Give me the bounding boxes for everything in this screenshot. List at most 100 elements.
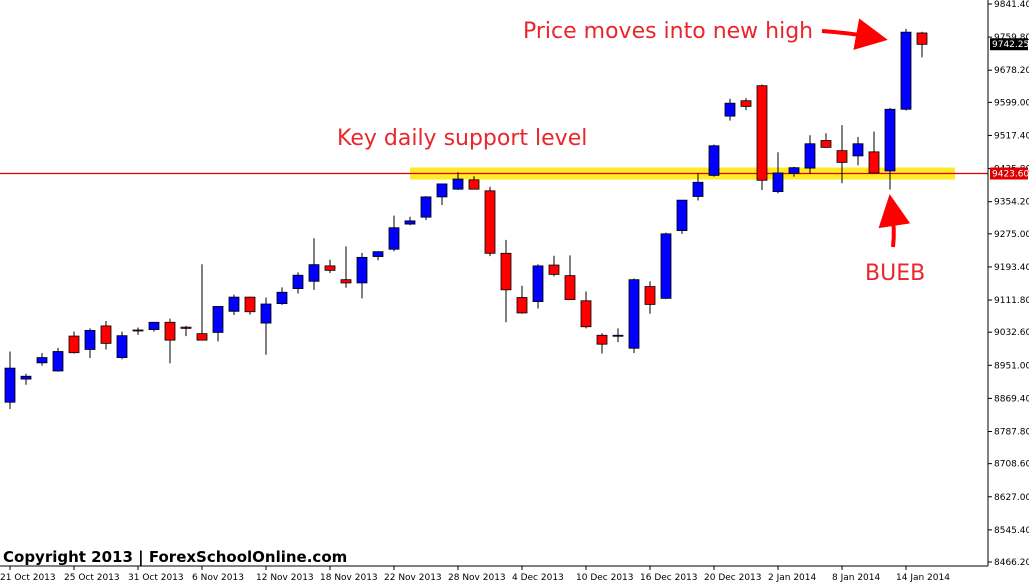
candle [916, 31, 928, 58]
y-tick-label: 9841.40 [994, 0, 1029, 10]
candle-body [708, 145, 720, 176]
y-tick-label: 9275.00 [994, 230, 1029, 240]
candle-body [420, 196, 432, 218]
candle [852, 136, 864, 166]
candle [740, 98, 752, 111]
candle [612, 328, 624, 343]
candle-body [244, 296, 256, 313]
candle [596, 333, 608, 354]
x-tick-label: 4 Dec 2013 [512, 573, 564, 583]
candle-body [292, 274, 304, 289]
arrow-bueb-icon [878, 194, 911, 248]
candle [500, 239, 512, 323]
candle [484, 186, 496, 257]
candle-body [628, 279, 640, 349]
candle-body [564, 275, 576, 300]
current-price-box [990, 38, 1028, 51]
candle [564, 255, 576, 300]
candle-body [884, 108, 896, 172]
candle [772, 152, 784, 194]
candle-body [468, 179, 480, 190]
candle [132, 327, 144, 335]
candle-body [84, 329, 96, 350]
candle-body [740, 100, 752, 107]
candle-body [260, 303, 272, 324]
candle-body [196, 333, 208, 341]
candle [436, 183, 448, 206]
y-tick-label: 8627.00 [994, 493, 1029, 503]
candle-body [548, 264, 560, 275]
candle [468, 176, 480, 190]
candle [868, 131, 880, 174]
candle-body [148, 321, 160, 330]
candle-body [596, 334, 608, 345]
candle [420, 196, 432, 221]
x-tick-label: 6 Nov 2013 [192, 573, 244, 583]
candle-body [20, 375, 32, 380]
candle [308, 238, 320, 290]
candle-body [228, 296, 240, 312]
x-tick-label: 31 Oct 2013 [128, 573, 184, 583]
candle [708, 144, 720, 177]
copyright-text: Copyright 2013 | ForexSchoolOnline.com [3, 548, 347, 567]
candle-body [724, 102, 736, 117]
x-tick-label: 18 Nov 2013 [320, 573, 378, 583]
candle [20, 373, 32, 385]
candle [404, 216, 416, 226]
candle-body [116, 335, 128, 358]
candle-body [868, 151, 880, 174]
candle-body [500, 252, 512, 291]
y-tick-label: 9759.80 [994, 33, 1029, 43]
candle-body [372, 251, 384, 257]
candle [292, 272, 304, 294]
candle [52, 347, 64, 372]
x-tick-label: 12 Nov 2013 [256, 573, 314, 583]
candle-body [68, 335, 80, 354]
candle-body [836, 150, 848, 163]
candle [148, 321, 160, 332]
x-tick-label: 2 Jan 2014 [768, 573, 816, 583]
candle [836, 125, 848, 184]
candle [548, 255, 560, 277]
candle [228, 294, 240, 315]
x-tick-label: 16 Dec 2013 [640, 573, 698, 583]
candle [36, 353, 48, 366]
candle-body [4, 367, 16, 403]
candle [68, 331, 80, 354]
candle-body [356, 256, 368, 284]
candle-body [692, 181, 704, 197]
y-tick-label: 8708.60 [994, 460, 1029, 470]
candle-body [484, 190, 496, 254]
candle-body [532, 265, 544, 302]
candle-body [676, 199, 688, 231]
candle-body [660, 233, 672, 299]
candle [900, 28, 912, 111]
plot-background [0, 0, 988, 568]
candle [180, 325, 192, 337]
candle [628, 278, 640, 354]
candle [164, 318, 176, 364]
candle [340, 246, 352, 288]
candle [84, 328, 96, 358]
candle [884, 108, 896, 190]
annotations-layer: Price moves into new high Key daily supp… [3, 18, 925, 567]
candle-body [180, 326, 192, 329]
y-tick-label: 8545.40 [994, 526, 1029, 536]
x-tick-label: 28 Nov 2013 [448, 573, 506, 583]
x-tick-label: 8 Jan 2014 [832, 573, 880, 583]
candle-body [644, 286, 656, 305]
candle-body [516, 297, 528, 314]
y-tick-label: 9678.20 [994, 66, 1029, 76]
y-tick-label: 9354.20 [994, 198, 1029, 208]
candle-body [340, 279, 352, 284]
candle [100, 321, 112, 350]
candle [580, 291, 592, 329]
x-tick-label: 14 Jan 2014 [896, 573, 950, 583]
candle-body [308, 264, 320, 282]
candle [644, 281, 656, 314]
x-tick-label: 21 Oct 2013 [0, 573, 56, 583]
candle-body [612, 334, 624, 337]
candle-body [772, 172, 784, 193]
candle [756, 84, 768, 190]
